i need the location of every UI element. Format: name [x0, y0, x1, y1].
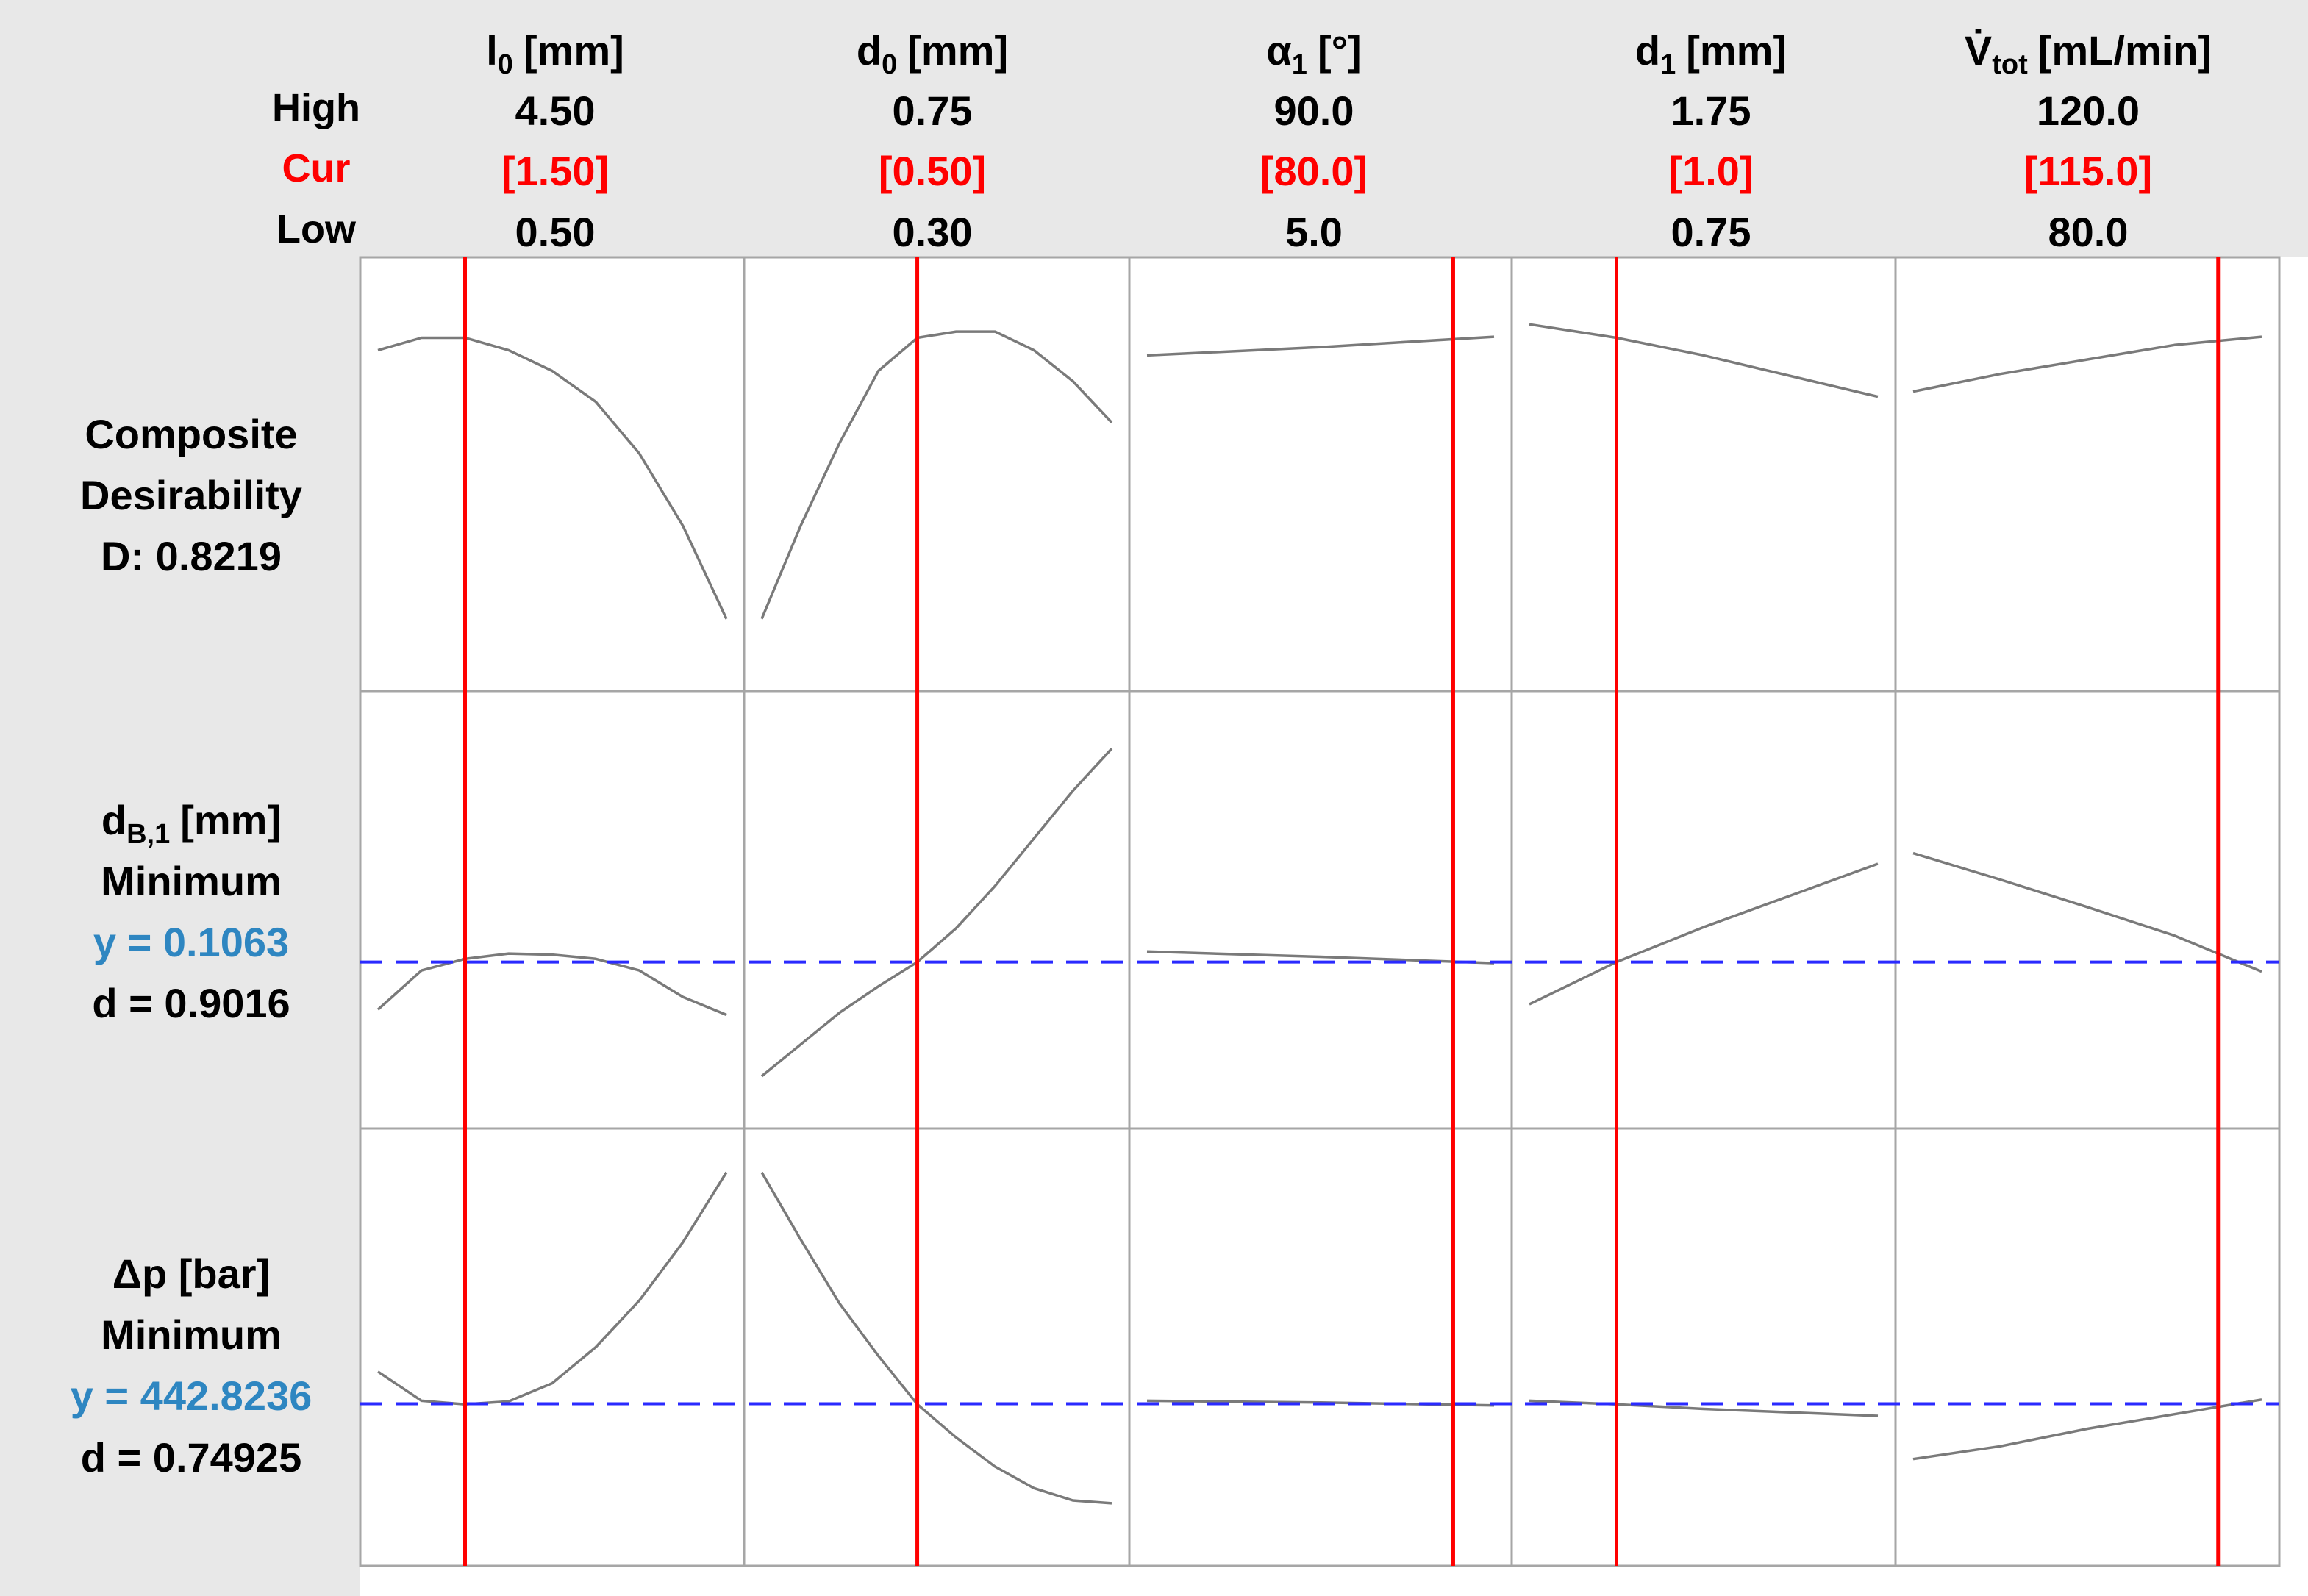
response-curve: [1912, 1398, 2262, 1461]
db1-y-value: y = 0.1063: [93, 919, 289, 965]
factor-name: d0 [mm]: [857, 27, 1008, 80]
factor-high: 1.75: [1671, 87, 1751, 134]
factor-low: 0.75: [1671, 209, 1751, 255]
factor-cur: [1.0]: [1668, 148, 1753, 194]
factor-high: 0.75: [893, 87, 973, 134]
composite-line-2: Desirability: [80, 472, 302, 518]
response-curve: [1529, 323, 1879, 398]
row-labels-background: [0, 257, 360, 1596]
plot-border: [359, 256, 2281, 1567]
response-curve: [760, 1171, 1112, 1505]
factor-cur: [80.0]: [1260, 148, 1368, 194]
factor-name: α1 [°]: [1266, 27, 1361, 80]
plot-layer: [359, 256, 2281, 1567]
header-background: [0, 0, 2308, 257]
factor-name: l0 [mm]: [486, 27, 624, 80]
dp-d-value: d = 0.74925: [81, 1434, 301, 1481]
response-label-composite: Composite Desirability D: 0.8219: [80, 411, 302, 579]
composite-line-1: Composite: [85, 411, 297, 457]
plot-area: [360, 257, 2279, 1566]
dp-goal: Minimum: [101, 1311, 282, 1358]
factor-low: 80.0: [2048, 209, 2129, 255]
factor-column: α1 [°] 90.0 [80.0] 5.0: [1260, 27, 1368, 255]
label-low: Low: [276, 207, 357, 251]
response-curve: [377, 336, 728, 620]
response-curve: [1529, 1399, 1879, 1417]
response-curve: [1912, 851, 2262, 973]
response-curve: [377, 1171, 728, 1406]
factor-name: d1 [mm]: [1635, 27, 1787, 80]
factor-name: V̇tot [mL/min]: [1965, 27, 2212, 80]
label-high: High: [272, 86, 360, 130]
factor-low: 5.0: [1285, 209, 1343, 255]
response-curve: [760, 330, 1113, 620]
factor-cur: [0.50]: [879, 148, 986, 194]
composite-d-value: D: 0.8219: [101, 533, 282, 579]
response-curve: [1146, 335, 1495, 357]
response-curve: [760, 748, 1113, 1078]
factor-column: V̇tot [mL/min] 120.0 [115.0] 80.0: [1965, 27, 2212, 255]
dp-y-value: y = 442.8236: [71, 1373, 312, 1419]
response-label-dp: Δp [bar] Minimum y = 442.8236 d = 0.7492…: [71, 1250, 312, 1481]
factor-column: l0 [mm] 4.50 [1.50] 0.50: [486, 27, 624, 255]
factor-low: 0.30: [893, 209, 973, 255]
factor-high: 90.0: [1274, 87, 1354, 134]
factor-column: d0 [mm] 0.75 [0.50] 0.30: [857, 27, 1008, 255]
factor-column: d1 [mm] 1.75 [1.0] 0.75: [1635, 27, 1787, 255]
db1-name: dB,1 [mm]: [101, 797, 281, 850]
factor-low: 0.50: [515, 209, 596, 255]
factor-cur: [115.0]: [2024, 148, 2152, 194]
response-curve: [1912, 335, 2262, 393]
response-label-db1: dB,1 [mm] Minimum y = 0.1063 d = 0.9016: [92, 797, 290, 1026]
factor-high: 120.0: [2037, 87, 2140, 134]
response-curve: [376, 952, 727, 1017]
db1-goal: Minimum: [101, 858, 282, 904]
response-curve: [1529, 862, 1879, 1006]
factor-cur: [1.50]: [501, 148, 609, 194]
dp-name: Δp [bar]: [112, 1250, 270, 1297]
db1-d-value: d = 0.9016: [92, 980, 290, 1026]
factor-high: 4.50: [515, 87, 596, 134]
label-cur: Cur: [282, 146, 351, 190]
